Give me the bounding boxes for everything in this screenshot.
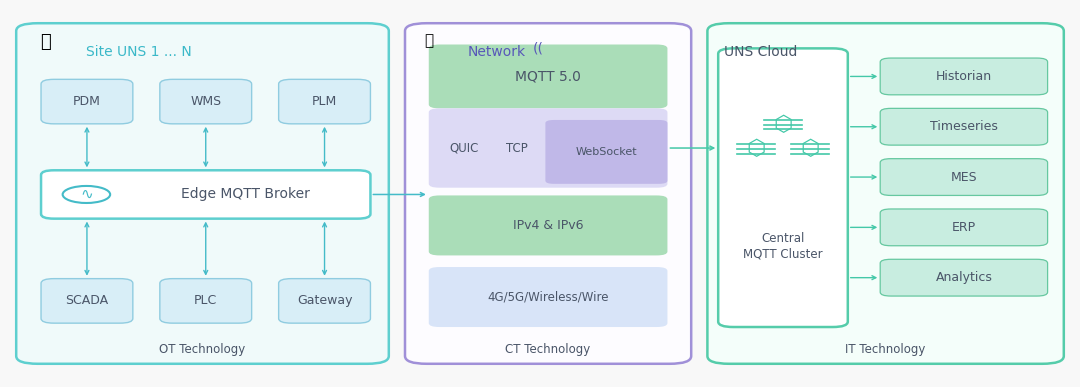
Text: ⬡: ⬡ — [746, 139, 766, 159]
Text: MES: MES — [950, 171, 977, 183]
FancyBboxPatch shape — [429, 267, 667, 327]
FancyBboxPatch shape — [880, 159, 1048, 195]
Text: ERP: ERP — [951, 221, 976, 234]
Text: IPv4 & IPv6: IPv4 & IPv6 — [513, 219, 583, 232]
Text: TCP: TCP — [507, 142, 528, 154]
Text: Gateway: Gateway — [297, 295, 352, 307]
Text: Central
MQTT Cluster: Central MQTT Cluster — [743, 232, 823, 260]
Text: PLC: PLC — [194, 295, 217, 307]
Text: OT Technology: OT Technology — [160, 342, 245, 356]
FancyBboxPatch shape — [160, 79, 252, 124]
Text: Network: Network — [468, 45, 526, 58]
Text: CT Technology: CT Technology — [505, 342, 591, 356]
Text: ∿: ∿ — [80, 187, 93, 202]
FancyBboxPatch shape — [707, 23, 1064, 364]
Text: ⬡: ⬡ — [773, 115, 793, 135]
Text: 🏢: 🏢 — [40, 33, 51, 51]
FancyBboxPatch shape — [429, 108, 667, 188]
FancyBboxPatch shape — [279, 79, 370, 124]
Text: 4G/5G/Wireless/Wire: 4G/5G/Wireless/Wire — [487, 291, 609, 303]
Text: Site UNS 1 ... N: Site UNS 1 ... N — [86, 45, 192, 58]
Text: PDM: PDM — [73, 95, 100, 108]
Text: MQTT 5.0: MQTT 5.0 — [515, 69, 581, 84]
Text: Analytics: Analytics — [935, 271, 993, 284]
Text: QUIC: QUIC — [449, 142, 480, 154]
Text: IT Technology: IT Technology — [846, 342, 926, 356]
Text: SCADA: SCADA — [66, 295, 108, 307]
Text: Edge MQTT Broker: Edge MQTT Broker — [180, 187, 310, 202]
Text: WebSocket: WebSocket — [576, 147, 637, 157]
FancyBboxPatch shape — [429, 195, 667, 255]
FancyBboxPatch shape — [279, 279, 370, 323]
Text: ⬡: ⬡ — [800, 139, 820, 159]
Text: ((: (( — [532, 42, 543, 56]
Text: PLM: PLM — [312, 95, 337, 108]
FancyBboxPatch shape — [429, 45, 667, 108]
FancyBboxPatch shape — [880, 259, 1048, 296]
FancyBboxPatch shape — [880, 58, 1048, 95]
FancyBboxPatch shape — [718, 48, 848, 327]
Text: Timeseries: Timeseries — [930, 120, 998, 133]
FancyBboxPatch shape — [41, 79, 133, 124]
FancyBboxPatch shape — [405, 23, 691, 364]
FancyBboxPatch shape — [880, 209, 1048, 246]
Text: UNS Cloud: UNS Cloud — [724, 45, 797, 58]
Text: WMS: WMS — [190, 95, 221, 108]
FancyBboxPatch shape — [41, 279, 133, 323]
FancyBboxPatch shape — [545, 120, 667, 184]
FancyBboxPatch shape — [41, 170, 370, 219]
Text: Historian: Historian — [936, 70, 991, 83]
FancyBboxPatch shape — [16, 23, 389, 364]
FancyBboxPatch shape — [160, 279, 252, 323]
FancyBboxPatch shape — [880, 108, 1048, 145]
Text: 📶: 📶 — [424, 33, 433, 48]
